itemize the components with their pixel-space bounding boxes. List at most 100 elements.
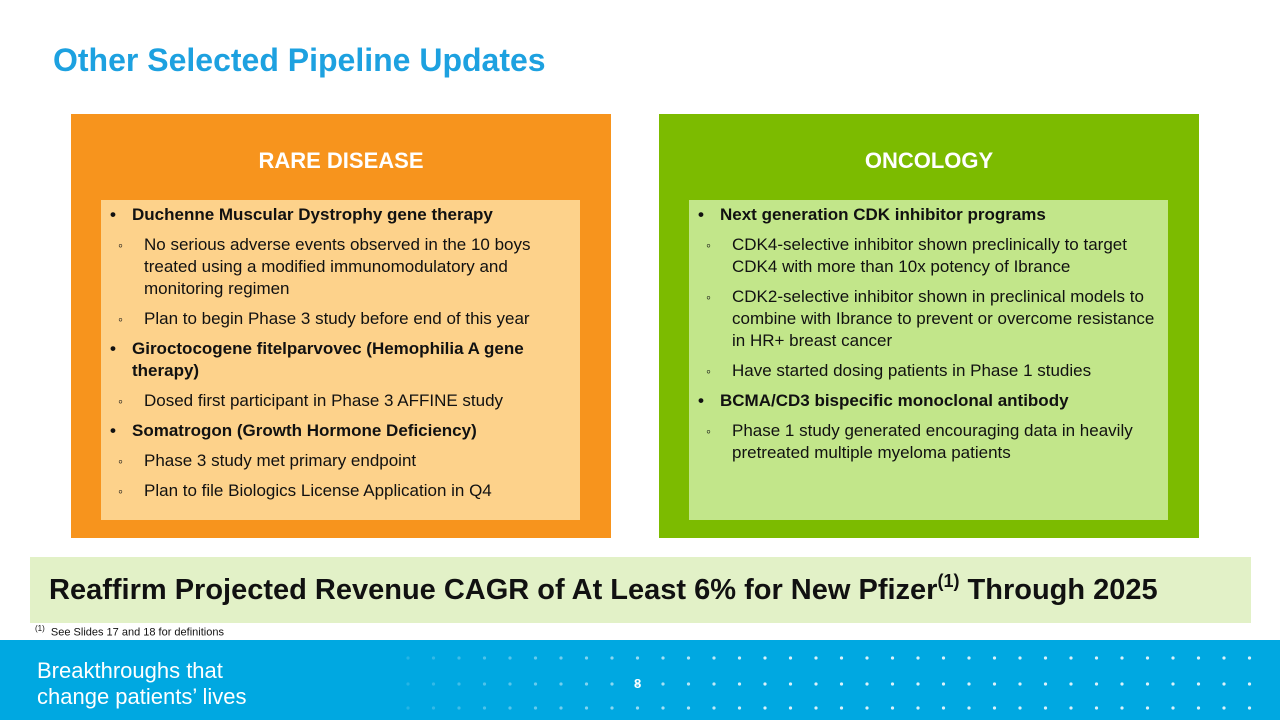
decorative-dot <box>941 706 946 710</box>
bullet-item: • BCMA/CD3 bispecific monoclonal antibody <box>689 390 1168 412</box>
cagr-banner: Reaffirm Projected Revenue CAGR of At Le… <box>30 557 1251 623</box>
decorative-dot <box>865 682 869 686</box>
decorative-dot <box>865 706 869 710</box>
decorative-dot <box>584 656 589 660</box>
decorative-dot <box>967 656 971 660</box>
decorative-dot <box>737 656 742 660</box>
decorative-dot <box>814 706 818 710</box>
decorative-dot <box>457 656 461 660</box>
sub-bullet-icon: ◦ <box>706 289 711 305</box>
bullet-icon: • <box>110 205 116 224</box>
decorative-dot <box>686 682 691 686</box>
sub-bullet-item: ◦ CDK2-selective inhibitor shown in precl… <box>689 286 1168 352</box>
sub-bullet-item: ◦ Phase 1 study generated encouraging dat… <box>689 420 1168 464</box>
sub-bullet-icon: ◦ <box>118 311 123 327</box>
banner-text-end: Through 2025 <box>959 574 1158 606</box>
footnote: (1) See Slides 17 and 18 for definitions <box>35 624 224 639</box>
decorative-dot <box>1043 682 1048 686</box>
decorative-dot <box>763 656 767 660</box>
oncology-list: • Next generation CDK inhibitor programs ◦… <box>689 200 1168 520</box>
decorative-dot <box>1145 682 1150 686</box>
decorative-dot <box>712 706 716 710</box>
decorative-dot <box>865 656 869 660</box>
decorative-dot-grid <box>406 656 1252 710</box>
oncology-panel: ONCOLOGY • Next generation CDK inhibitor … <box>659 114 1199 538</box>
bullet-text: Duchenne Muscular Dystrophy gene therapy <box>132 205 493 224</box>
rare-disease-list: • Duchenne Muscular Dystrophy gene therap… <box>101 200 580 520</box>
banner-text-main: Reaffirm Projected Revenue CAGR of At Le… <box>49 574 938 606</box>
bullet-text: Phase 3 study met primary endpoint <box>144 451 417 470</box>
decorative-dot <box>559 656 563 660</box>
decorative-dot <box>635 656 640 660</box>
sub-bullet-item: ◦ Have started dosing patients in Phase 1… <box>689 360 1168 382</box>
rare-disease-heading: RARE DISEASE <box>258 148 424 173</box>
bullet-text: Phase 1 study generated encouraging data… <box>732 421 1133 462</box>
decorative-dot <box>508 706 512 710</box>
sub-bullet-icon: ◦ <box>706 237 711 253</box>
decorative-dot <box>1196 706 1201 710</box>
bullet-text: No serious adverse events observed in th… <box>144 235 531 298</box>
decorative-dot <box>406 706 410 710</box>
decorative-dot <box>788 682 793 686</box>
tagline-line-1: Breakthroughs that <box>37 658 223 683</box>
decorative-dot <box>1120 682 1124 686</box>
banner-footnote-ref: (1) <box>937 571 960 591</box>
decorative-dot <box>763 706 767 710</box>
decorative-dot <box>686 706 691 710</box>
decorative-dot <box>482 706 487 710</box>
decorative-dot <box>763 682 767 686</box>
bullet-icon: • <box>110 421 116 440</box>
decorative-dot <box>1196 656 1201 660</box>
decorative-dot <box>559 706 563 710</box>
bullet-text: Have started dosing patients in Phase 1 … <box>732 361 1092 380</box>
sub-bullet-icon: ◦ <box>118 453 123 469</box>
decorative-dot <box>1043 706 1048 710</box>
decorative-dot <box>737 682 742 686</box>
bullet-text: Next generation CDK inhibitor programs <box>720 205 1046 224</box>
decorative-dot <box>661 656 665 660</box>
sub-bullet-icon: ◦ <box>118 237 123 253</box>
decorative-dot <box>406 682 410 686</box>
decorative-dot <box>1069 656 1073 660</box>
bullet-item: • Duchenne Muscular Dystrophy gene therap… <box>101 204 580 226</box>
decorative-dot <box>992 656 997 660</box>
decorative-dot <box>916 706 920 710</box>
decorative-dot <box>610 706 614 710</box>
decorative-dot <box>814 682 818 686</box>
bullet-icon: • <box>698 205 704 224</box>
decorative-dot <box>1069 682 1073 686</box>
decorative-dot <box>1069 706 1073 710</box>
decorative-dot <box>1196 682 1201 686</box>
decorative-dot <box>584 682 589 686</box>
decorative-dot <box>788 706 793 710</box>
decorative-dot <box>712 656 716 660</box>
decorative-dot <box>431 656 436 660</box>
bullet-text: Dosed first participant in Phase 3 AFFIN… <box>144 391 504 410</box>
decorative-dot <box>1171 706 1175 710</box>
decorative-dot <box>737 706 742 710</box>
decorative-dot <box>508 656 512 660</box>
decorative-dot <box>967 706 971 710</box>
decorative-dot <box>1145 656 1150 660</box>
decorative-dot <box>992 706 997 710</box>
sub-bullet-item: ◦ CDK4-selective inhibitor shown preclini… <box>689 234 1168 278</box>
bullet-icon: • <box>110 339 116 358</box>
decorative-dot <box>635 706 640 710</box>
decorative-dot <box>839 682 844 686</box>
decorative-dot <box>992 682 997 686</box>
rare-disease-panel: RARE DISEASE • Duchenne Muscular Dystroph… <box>71 114 611 538</box>
decorative-dot <box>533 656 538 660</box>
decorative-dot <box>1222 706 1226 710</box>
decorative-dot <box>1247 682 1252 686</box>
footnote-text: See Slides 17 and 18 for definitions <box>50 626 224 639</box>
decorative-dot <box>686 656 691 660</box>
sub-bullet-icon: ◦ <box>706 363 711 379</box>
decorative-dot <box>584 706 589 710</box>
sub-bullet-item: ◦ Phase 3 study met primary endpoint <box>101 450 580 472</box>
bullet-text: Plan to file Biologics License Applicati… <box>144 481 492 500</box>
sub-bullet-icon: ◦ <box>118 483 123 499</box>
bullet-item: • Giroctocogene fitelparvovec (Hemophilia… <box>101 338 580 382</box>
decorative-dot <box>788 656 793 660</box>
bullet-text: Giroctocogene fitelparvovec (Hemophilia … <box>132 339 524 380</box>
decorative-dot <box>890 682 895 686</box>
